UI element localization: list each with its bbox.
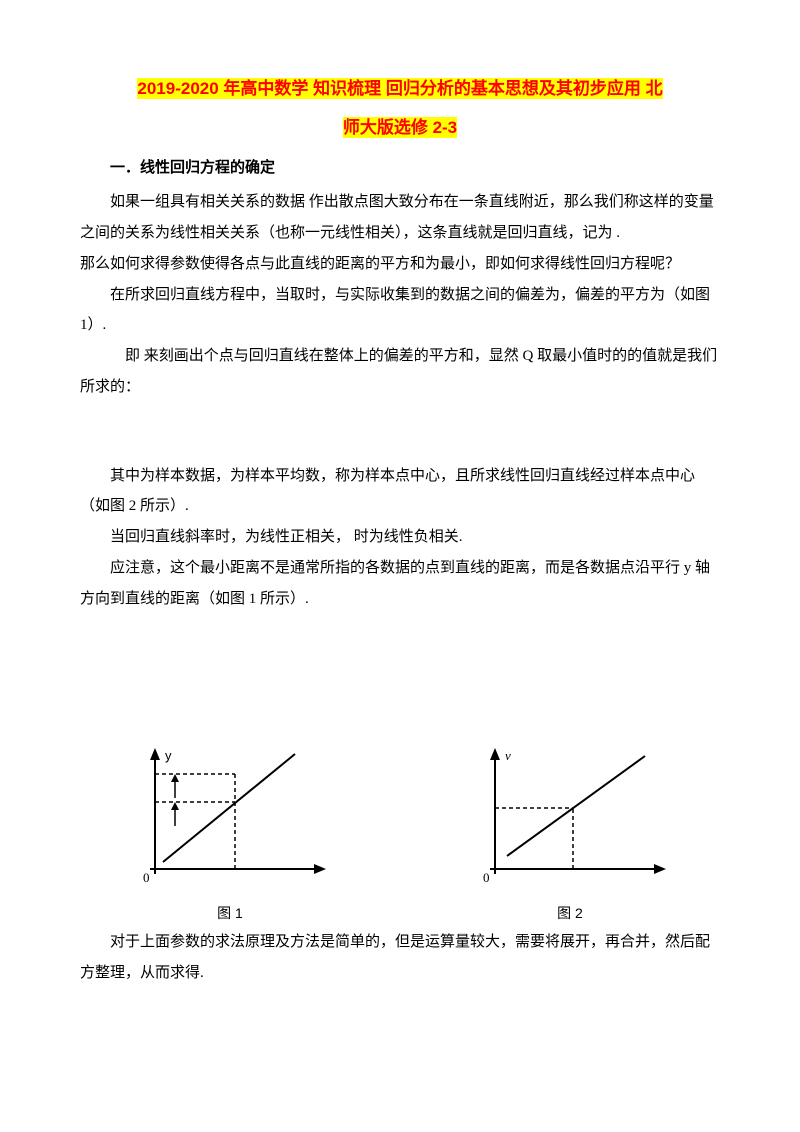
svg-text:v: v [505, 748, 511, 763]
paragraph-3: 在所求回归直线方程中，当取时，与实际收集到的数据之间的偏差为，偏差的平方为（如图… [80, 280, 720, 342]
paragraph-5: 其中为样本数据，为样本平均数，称为样本点中心，且所求线性回归直线经过样本点中心（… [80, 461, 720, 523]
svg-text:0: 0 [483, 870, 490, 885]
figure-2: 0 v 图 2 [465, 744, 675, 923]
paragraph-8: 对于上面参数的求法原理及方法是简单的，但是运算量较大，需要将展开，再合并，然后配… [80, 927, 720, 989]
svg-text:y: y [165, 748, 172, 763]
paragraph-7: 应注意，这个最小距离不是通常所指的各数据的点到直线的距离，而是各数据点沿平行 y… [80, 553, 720, 615]
figure-2-caption: 图 2 [465, 903, 675, 923]
blank-space-1 [80, 403, 720, 461]
title-text-2: 师大版选修 2-3 [343, 117, 457, 138]
figure-1-caption: 图 1 [125, 903, 335, 923]
figure-2-svg: 0 v [465, 744, 675, 899]
svg-text:0: 0 [143, 870, 150, 885]
title-text-1: 2019-2020 年高中数学 知识梳理 回归分析的基本思想及其初步应用 北 [137, 78, 662, 99]
figures-row: 0 y 图 1 0 v 图 2 [80, 744, 720, 923]
figure-1: 0 y 图 1 [125, 744, 335, 923]
page-title-line1: 2019-2020 年高中数学 知识梳理 回归分析的基本思想及其初步应用 北 [80, 70, 720, 107]
paragraph-6: 当回归直线斜率时，为线性正相关， 时为线性负相关. [80, 522, 720, 553]
section-1-heading: 一．线性回归方程的确定 [80, 156, 720, 177]
paragraph-2: 那么如何求得参数使得各点与此直线的距离的平方和为最小，即如何求得线性回归方程呢？ [80, 249, 720, 280]
page-title-line2: 师大版选修 2-3 [80, 113, 720, 138]
blank-space-2 [80, 614, 720, 734]
paragraph-4: 即 来刻画出个点与回归直线在整体上的偏差的平方和，显然 Q 取最小值时的的值就是… [80, 341, 720, 403]
figure-1-svg: 0 y [125, 744, 335, 899]
paragraph-1: 如果一组具有相关关系的数据 作出散点图大致分布在一条直线附近，那么我们称这样的变… [80, 187, 720, 249]
